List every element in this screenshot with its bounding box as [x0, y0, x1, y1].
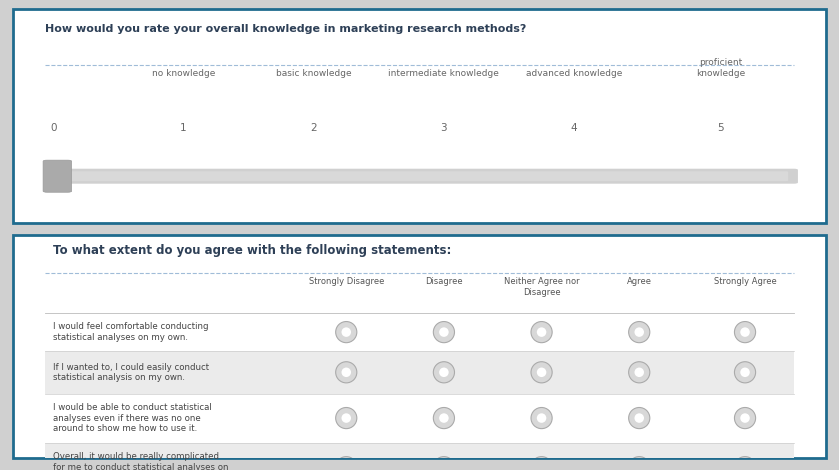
FancyBboxPatch shape [50, 169, 798, 184]
Text: I would be able to conduct statistical
analyses even if there was no one
around : I would be able to conduct statistical a… [54, 403, 212, 433]
Ellipse shape [734, 456, 756, 470]
Ellipse shape [740, 413, 750, 423]
Ellipse shape [341, 327, 351, 337]
Ellipse shape [628, 321, 650, 343]
Text: advanced knowledge: advanced knowledge [526, 69, 623, 78]
Ellipse shape [628, 362, 650, 383]
FancyBboxPatch shape [45, 351, 794, 393]
Text: If I wanted to, I could easily conduct
statistical analysis on my own.: If I wanted to, I could easily conduct s… [54, 362, 210, 382]
Text: no knowledge: no knowledge [152, 69, 215, 78]
Text: Strongly Agree: Strongly Agree [714, 277, 776, 286]
FancyBboxPatch shape [13, 235, 826, 458]
Text: 2: 2 [310, 123, 317, 133]
Ellipse shape [531, 321, 552, 343]
Text: 3: 3 [440, 123, 447, 133]
FancyBboxPatch shape [45, 313, 794, 351]
Ellipse shape [439, 462, 449, 470]
Ellipse shape [734, 321, 756, 343]
Text: How would you rate your overall knowledge in marketing research methods?: How would you rate your overall knowledg… [45, 24, 527, 34]
Text: Disagree: Disagree [425, 277, 463, 286]
Ellipse shape [336, 407, 357, 429]
Ellipse shape [537, 462, 546, 470]
Ellipse shape [740, 462, 750, 470]
Text: Strongly Disagree: Strongly Disagree [309, 277, 384, 286]
Text: To what extent do you agree with the following statements:: To what extent do you agree with the fol… [54, 244, 451, 257]
Ellipse shape [734, 407, 756, 429]
Ellipse shape [336, 456, 357, 470]
Text: 5: 5 [717, 123, 724, 133]
Text: proficient
knowledge: proficient knowledge [696, 58, 745, 78]
Ellipse shape [537, 368, 546, 377]
Ellipse shape [634, 413, 644, 423]
Ellipse shape [537, 413, 546, 423]
Ellipse shape [336, 362, 357, 383]
Ellipse shape [628, 456, 650, 470]
Text: I would feel comfortable conducting
statistical analyses on my own.: I would feel comfortable conducting stat… [54, 322, 209, 342]
Ellipse shape [439, 413, 449, 423]
Ellipse shape [634, 462, 644, 470]
Text: Overall, it would be really complicated
for me to conduct statistical analyses o: Overall, it would be really complicated … [54, 452, 229, 470]
Ellipse shape [628, 407, 650, 429]
Text: 1: 1 [180, 123, 187, 133]
Text: Neither Agree nor
Disagree: Neither Agree nor Disagree [503, 277, 580, 297]
Ellipse shape [341, 413, 351, 423]
FancyBboxPatch shape [45, 443, 794, 470]
Ellipse shape [740, 327, 750, 337]
Ellipse shape [531, 456, 552, 470]
FancyBboxPatch shape [59, 171, 788, 181]
Ellipse shape [433, 456, 455, 470]
Ellipse shape [433, 321, 455, 343]
Ellipse shape [433, 362, 455, 383]
Ellipse shape [439, 327, 449, 337]
Text: 0: 0 [50, 123, 56, 133]
Text: Agree: Agree [627, 277, 652, 286]
FancyBboxPatch shape [43, 160, 71, 192]
Ellipse shape [634, 368, 644, 377]
Text: basic knowledge: basic knowledge [276, 69, 352, 78]
Ellipse shape [439, 368, 449, 377]
Ellipse shape [734, 362, 756, 383]
Ellipse shape [341, 368, 351, 377]
Ellipse shape [531, 362, 552, 383]
Ellipse shape [433, 407, 455, 429]
Ellipse shape [336, 321, 357, 343]
Ellipse shape [537, 327, 546, 337]
Text: intermediate knowledge: intermediate knowledge [388, 69, 499, 78]
Ellipse shape [341, 462, 351, 470]
Ellipse shape [740, 368, 750, 377]
Ellipse shape [634, 327, 644, 337]
FancyBboxPatch shape [13, 9, 826, 223]
Ellipse shape [531, 407, 552, 429]
Text: 4: 4 [571, 123, 577, 133]
FancyBboxPatch shape [45, 393, 794, 443]
